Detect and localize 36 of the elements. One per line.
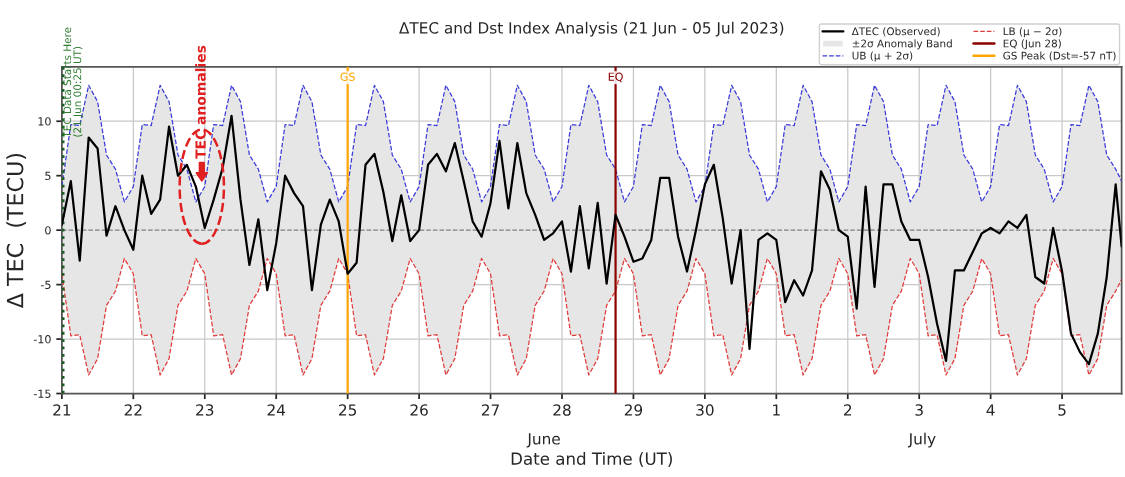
text: ±2σ Anomaly Band [852, 39, 952, 50]
y-tick-label: -10 [33, 335, 51, 344]
x-tick-label: 29 [624, 404, 643, 416]
text: June [526, 433, 560, 448]
legend-label: UB (μ + 2σ) [852, 51, 913, 62]
x-axis-title: Date and Time (UT) [511, 452, 672, 467]
x-tick-label: 1 [773, 404, 780, 416]
annotation: GS [340, 72, 355, 81]
y-tick-label: 5 [45, 171, 51, 181]
x-tick-label: 24 [267, 404, 286, 416]
x-tick-label: 5 [1058, 404, 1066, 416]
y-tick-label: 10 [38, 117, 51, 126]
legend-label: LB (μ − 2σ) [1003, 27, 1062, 38]
chart-title: ΔTEC and Dst Index Analysis (21 Jun - 05 Jul 2023) [399, 21, 784, 37]
x-tick-label: 22 [124, 404, 142, 416]
legend-label: ΔTEC (Observed) [851, 27, 940, 37]
annotation: TEC Data Starts Here (21 Jun 00:25 UT) [63, 27, 84, 138]
text: July [907, 432, 936, 448]
y-tick-label: -15 [33, 389, 51, 398]
annotation: TEC anomalies [195, 45, 206, 159]
x-tick-label: 28 [553, 404, 571, 416]
x-tick-label: 26 [410, 404, 428, 416]
legend-label: EQ (Jun 28) [1003, 39, 1061, 50]
x-tick-label: 27 [481, 404, 499, 416]
x-tick-label: 25 [339, 404, 357, 416]
y-axis-title: Δ TEC (TECU) [6, 153, 27, 309]
x-tick-label: 21 [53, 404, 71, 416]
x-tick-label: 2 [844, 404, 852, 416]
y-tick-label: -5 [40, 280, 51, 289]
legend-label: GS Peak (Dst=-57 nT) [1003, 51, 1116, 61]
x-tick-label: 30 [696, 404, 714, 416]
x-tick-label: 4 [986, 404, 995, 416]
x-tick-label: 23 [196, 404, 214, 416]
x-tick-label: 3 [915, 404, 923, 416]
annotation: EQ [608, 72, 623, 83]
y-tick-label: 0 [45, 226, 51, 235]
